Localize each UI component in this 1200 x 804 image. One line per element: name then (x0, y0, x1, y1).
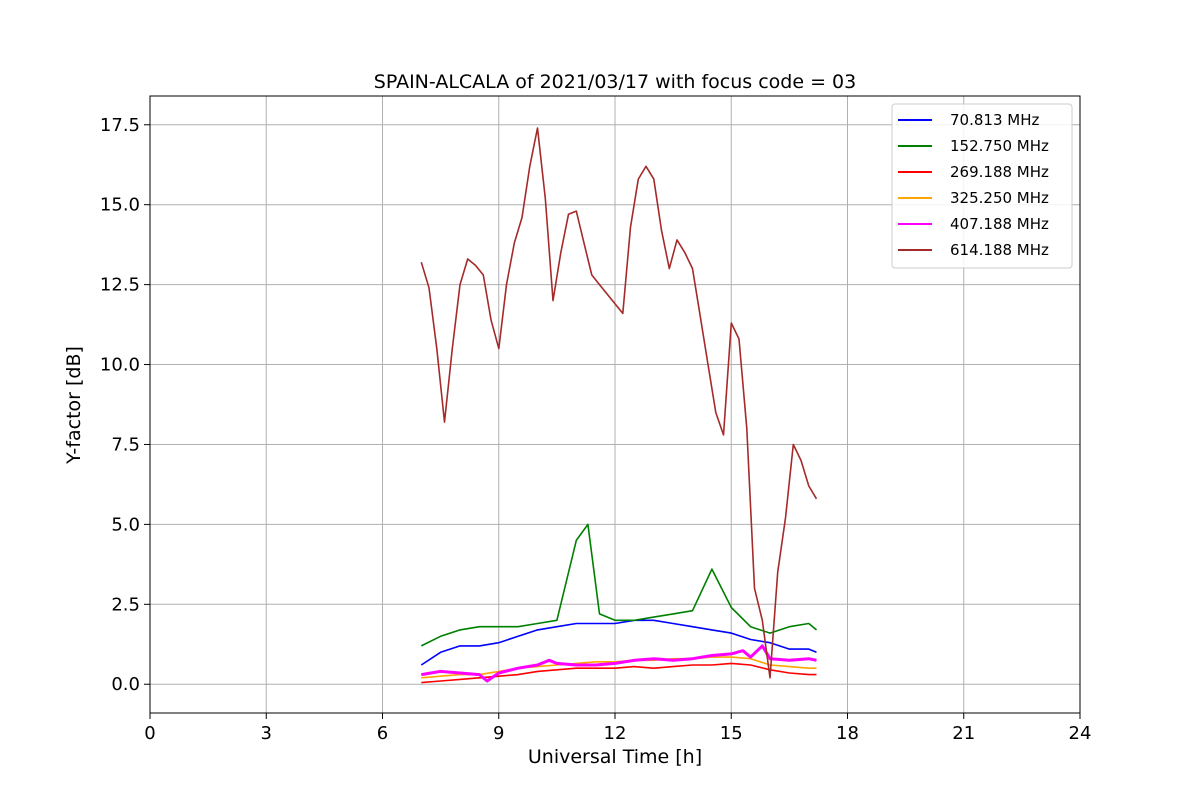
series-line-1 (420, 619, 817, 666)
y-tick-label: 17.5 (100, 115, 140, 136)
y-tick-label: 2.5 (111, 594, 140, 615)
x-tick-label: 12 (604, 723, 627, 744)
x-tick-label: 0 (144, 723, 155, 744)
y-tick-label: 5.0 (111, 514, 140, 535)
x-tick-label: 15 (720, 723, 743, 744)
y-tick-label: 15.0 (100, 195, 140, 216)
legend-entry: 614.188 MHz (950, 241, 1049, 259)
legend-entry: 70.813 MHz (950, 111, 1039, 129)
x-tick-label: 18 (836, 723, 859, 744)
axis-ticks: 0 3 6 9 12 15 18 21 24 0.0 2.5 5.0 7.5 10.0 12.5 15.0 17… (100, 115, 1092, 744)
x-tick-label: 24 (1069, 723, 1092, 744)
legend-entry: 407.188 MHz (950, 215, 1049, 233)
y-tick-label: 12.5 (100, 275, 140, 296)
series-line-3 (421, 662, 817, 684)
x-tick-label: 21 (952, 723, 975, 744)
y-tick-label: 10.0 (100, 355, 140, 376)
series-line-5 (421, 644, 817, 683)
series-group (420, 127, 818, 684)
legend: 70.813 MHz 152.750 MHz 269.188 MHz 325.250 … (891, 103, 1073, 269)
series-line-2 (420, 523, 818, 647)
x-tick-label: 6 (377, 723, 388, 744)
y-tick-label: 0.0 (111, 674, 140, 695)
series-line-6 (420, 127, 818, 679)
y-tick-label: 7.5 (111, 434, 140, 455)
y-axis-label: Y-factor [dB] (63, 346, 85, 465)
legend-entry: 152.750 MHz (950, 137, 1049, 155)
x-axis-label: Universal Time [h] (528, 746, 702, 768)
chart-title: SPAIN-ALCALA of 2021/03/17 with focus co… (374, 71, 856, 93)
x-tick-label: 3 (261, 723, 272, 744)
x-tick-label: 9 (493, 723, 504, 744)
legend-entry: 269.188 MHz (950, 163, 1049, 181)
legend-box (891, 103, 1073, 269)
legend-entry: 325.250 MHz (950, 189, 1049, 207)
